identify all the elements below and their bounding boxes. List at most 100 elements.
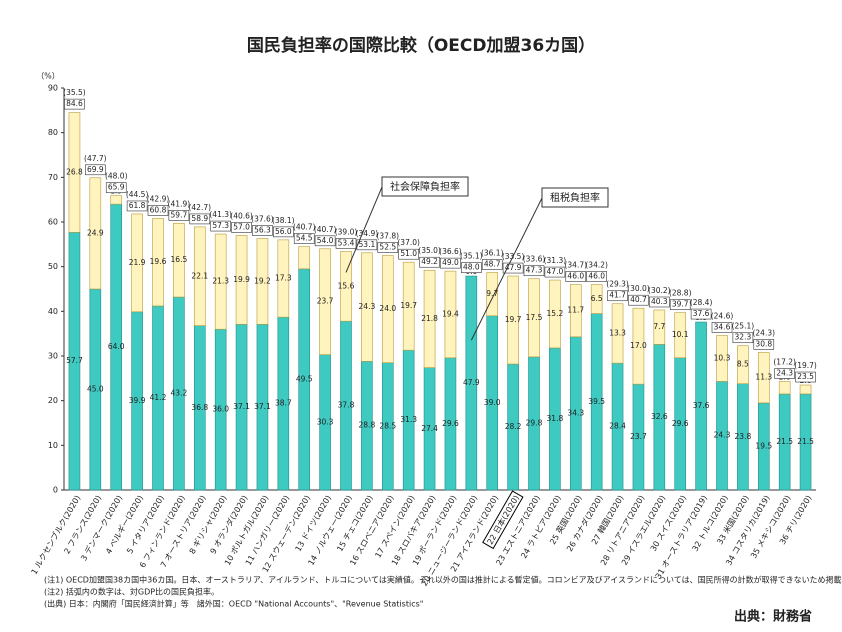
gdp-ratio-label: (24.6) — [711, 311, 734, 320]
total-box — [523, 265, 545, 277]
total-box — [231, 222, 252, 233]
social-security-label: 17.3 — [275, 274, 292, 283]
social-security-bar — [298, 246, 311, 270]
gdp-ratio-label: (36.6) — [439, 247, 462, 256]
total-label: 37.6 — [693, 309, 710, 318]
total-label: 24.3 — [776, 368, 793, 377]
social-security-label: 7.7 — [653, 322, 665, 331]
y-tick-label: 60 — [48, 218, 58, 227]
total-box — [565, 271, 587, 282]
gdp-ratio-label: (19.7) — [794, 361, 817, 370]
social-security-bar — [486, 272, 499, 317]
social-security-label: 15.2 — [547, 309, 564, 318]
total-label: 61.8 — [129, 201, 146, 210]
social-security-bar — [110, 195, 123, 205]
social-security-label: 19.6 — [150, 257, 167, 266]
total-label: 54.0 — [317, 236, 334, 245]
total-label: 47.9 — [505, 263, 522, 272]
note: (注1) OECD加盟国38カ国中36カ国。日本、オーストラリア、アイルランド、… — [44, 575, 842, 585]
callout-line — [470, 197, 543, 341]
total-box — [356, 239, 378, 251]
social-security-label: 11.3 — [755, 373, 772, 382]
total-box — [586, 271, 607, 282]
social-security-bar — [799, 384, 812, 395]
total-label: 47.3 — [526, 266, 543, 275]
tax-label: 41.2 — [150, 393, 167, 402]
total-label: 48.7 — [484, 259, 501, 268]
gdp-ratio-label: (31.3) — [544, 256, 567, 265]
social-security-bar — [193, 226, 206, 326]
total-box — [711, 322, 733, 333]
tax-label: 21.5 — [797, 437, 814, 446]
tax-label: 37.8 — [338, 401, 355, 410]
social-security-label: 6.5 — [591, 294, 603, 303]
social-security-bar — [569, 284, 582, 338]
total-label: 52.5 — [379, 243, 396, 252]
x-tick-label: 9 オランダ(2020) — [208, 493, 250, 555]
social-security-bar — [737, 345, 749, 384]
gdp-ratio-label: (28.8) — [669, 289, 692, 298]
total-box — [669, 299, 691, 310]
tax-label: 29.8 — [526, 418, 543, 427]
social-security-bar — [152, 218, 164, 307]
gdp-ratio-label: (30.2) — [648, 286, 671, 295]
social-security-bar — [256, 238, 269, 325]
tax-label: 37.6 — [693, 401, 710, 410]
y-tick-label: 70 — [48, 173, 58, 182]
gdp-ratio-label: (41.9) — [168, 199, 191, 208]
tax-label: 47.9 — [463, 378, 480, 387]
gdp-ratio-label: (30.0) — [627, 284, 650, 293]
social-security-label: 10.3 — [714, 353, 731, 362]
gdp-ratio-label: (47.7) — [84, 154, 107, 163]
total-box — [293, 233, 315, 244]
social-security-label: 16.5 — [171, 255, 188, 264]
social-security-bar — [423, 269, 436, 368]
total-label: 53.1 — [359, 240, 376, 249]
total-label: 47.0 — [547, 267, 564, 276]
total-label: 49.0 — [442, 258, 459, 267]
total-label: 65.9 — [108, 183, 125, 192]
tax-bar — [695, 321, 707, 491]
tax-label: 28.2 — [505, 422, 522, 431]
gdp-ratio-label: (44.5) — [126, 190, 149, 199]
gdp-ratio-label: (37.0) — [397, 238, 420, 247]
tax-label: 31.8 — [547, 414, 564, 423]
total-box — [64, 98, 85, 110]
social-security-label: 19.7 — [505, 315, 522, 324]
tax-label: 24.3 — [714, 431, 731, 440]
social-security-bar — [319, 248, 331, 355]
tax-bar — [465, 275, 478, 491]
total-label: 32.3 — [735, 333, 752, 342]
callout-box — [541, 187, 609, 208]
y-unit: （%） — [36, 72, 60, 81]
tax-label: 39.9 — [129, 396, 146, 405]
total-label: 46.0 — [567, 272, 584, 281]
note: (注2) 括弧内の数字は、対GDP比の国民負担率。 — [44, 587, 219, 597]
total-label: 59.7 — [171, 210, 188, 219]
social-security-bar — [131, 213, 143, 313]
note: (出典) 日本：内閣府「国民経済計算」等 諸外国：OECD "National … — [44, 599, 423, 609]
total-box — [461, 262, 482, 273]
total-label: 23.5 — [797, 372, 814, 381]
total-box — [314, 235, 336, 247]
total-box — [774, 368, 795, 379]
total-label: 84.6 — [66, 99, 83, 108]
total-box — [732, 332, 754, 344]
gdp-ratio-label: (36.1) — [481, 248, 504, 257]
social-security-label: 19.7 — [400, 301, 417, 310]
total-box — [398, 248, 419, 260]
tax-label: 29.6 — [442, 419, 459, 428]
tax-label: 49.5 — [296, 374, 313, 383]
social-security-label: 21.9 — [129, 258, 146, 267]
gdp-ratio-label: (35.1) — [460, 252, 483, 261]
social-security-bar — [402, 261, 415, 351]
gdp-ratio-label: (17.2) — [773, 357, 796, 366]
gdp-ratio-label: (42.7) — [188, 203, 211, 212]
social-security-label: 9.7 — [486, 289, 498, 298]
social-security-label: 19.2 — [254, 276, 271, 285]
total-box — [252, 225, 273, 236]
social-security-label: 24.0 — [379, 304, 396, 313]
social-security-label: 8.5 — [737, 360, 749, 369]
tax-label: 27.4 — [421, 424, 438, 433]
total-label: 49.2 — [421, 257, 438, 266]
